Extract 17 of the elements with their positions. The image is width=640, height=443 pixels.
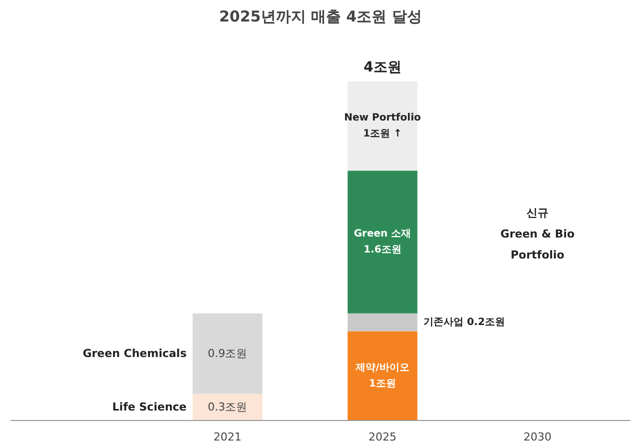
series-label: Green 소재 [354,228,412,240]
x-tick-label: 2021 [214,430,242,443]
data-label: 1.6조원 [364,244,402,256]
series-label: Green Chemicals [82,347,188,360]
data-label: 0.3조원 [208,400,248,414]
total-label: 4조원 [364,59,402,76]
x-tick-label: 2030 [524,430,552,443]
annotation: 신규 Green & Bio Portfolio [500,206,576,262]
data-label: 0.9조원 [208,347,248,360]
series-label: 제약/바이오 [354,362,410,374]
chart-title: 2025년까지 매출 4조원 달성 [219,8,422,26]
data-label: 1조원 ↑ [363,128,402,140]
series-label: Life Science [112,400,187,414]
data-label: 1조원 [369,378,396,390]
x-tick-label: 2025 [368,430,397,443]
series-label: New Portfolio [344,112,421,124]
text: 기존사업 0.2조원 [424,316,505,328]
